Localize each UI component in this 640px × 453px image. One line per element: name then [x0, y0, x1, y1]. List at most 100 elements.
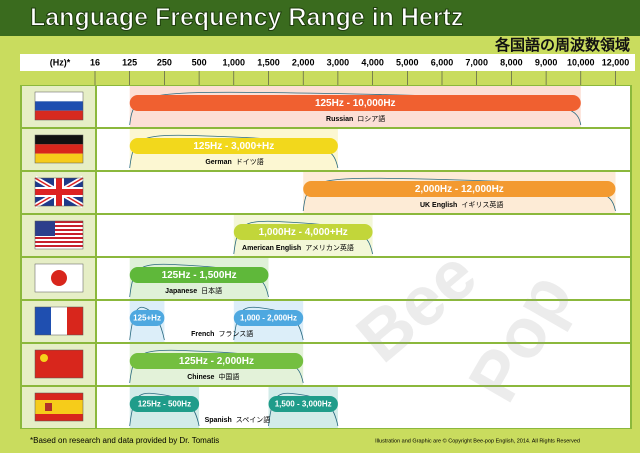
row-native: スペイン語 [236, 415, 271, 424]
flag-border [34, 177, 84, 207]
range-bar [268, 396, 338, 412]
flag-part [40, 354, 48, 362]
x-tick-label: 125 [122, 57, 137, 67]
flag-part [35, 144, 83, 154]
flag-border [34, 134, 84, 164]
flag-part [35, 400, 83, 414]
row-native: フランス語 [218, 329, 253, 338]
flag [34, 134, 84, 164]
x-tick-label: 9,000 [535, 57, 558, 67]
flag [34, 220, 84, 250]
range-label: 1,000 - 2,000Hz [240, 314, 297, 323]
range-label: 125Hz - 500Hz [138, 400, 191, 409]
range-bar [129, 353, 304, 369]
range-bar [129, 95, 581, 111]
range-label: 125Hz - 1,500Hz [162, 270, 237, 281]
range-label: 2,000Hz - 12,000Hz [415, 184, 504, 195]
flag-part [35, 225, 83, 227]
flag-part [51, 270, 67, 286]
row-name: American English [242, 245, 301, 252]
row-name: Chinese [187, 374, 214, 381]
flag-part [35, 221, 83, 223]
flag-part [35, 243, 83, 245]
x-tick-label: 500 [192, 57, 207, 67]
range-bar [129, 310, 165, 326]
flag-border [34, 263, 84, 293]
flag-part [35, 223, 83, 225]
range-bar [233, 224, 373, 240]
range-bar [129, 396, 200, 412]
flag-part [35, 189, 83, 195]
x-tick-label: 1,500 [257, 57, 280, 67]
range-label: 125Hz - 10,000Hz [315, 98, 396, 109]
row-name: UK English [420, 202, 457, 209]
flag-part [35, 245, 83, 247]
flag [33, 175, 85, 209]
row-native: イギリス英語 [461, 200, 503, 209]
flag-part [35, 241, 83, 243]
row-native: 中国語 [218, 372, 239, 381]
range-label: 125Hz - 3,000+Hz [193, 141, 274, 152]
x-tick-label: 4,000 [361, 57, 384, 67]
flag-part [35, 101, 83, 111]
title-band [0, 0, 640, 36]
row-name: Spanish [205, 417, 232, 424]
x-tick-label: 6,000 [431, 57, 454, 67]
flag-part [67, 307, 83, 335]
flag-part [45, 403, 52, 411]
flag-part [35, 247, 83, 249]
flag-part [35, 307, 51, 335]
row-name: Russian [326, 116, 353, 123]
x-tick-label: 1,000 [223, 57, 246, 67]
flag-part [35, 221, 55, 236]
range-bar [129, 138, 338, 154]
range-bar [233, 310, 304, 326]
axis-band [20, 54, 635, 71]
flag-border [34, 220, 84, 250]
chart-subtitle: 各国語の周波数領域 [494, 36, 630, 54]
flag [34, 306, 84, 336]
footnote: *Based on research and data provided by … [30, 436, 219, 445]
flag-part [51, 307, 67, 335]
x-tick-label: 16 [90, 57, 100, 67]
x-axis-label: (Hz)* [50, 57, 71, 67]
row-name: German [205, 159, 231, 166]
flag [34, 349, 84, 379]
range-label: 125+Hz [133, 314, 161, 323]
flag-part [35, 229, 83, 231]
row-plot [97, 301, 630, 342]
flag-border [34, 349, 84, 379]
flag-border [34, 306, 84, 336]
x-tick-label: 5,000 [396, 57, 419, 67]
flag-part [35, 237, 83, 239]
x-tick-label: 2,000 [292, 57, 315, 67]
flag [34, 91, 84, 121]
flag-part [35, 233, 83, 235]
range-bar [129, 267, 269, 283]
flag-part [35, 92, 83, 102]
flag [34, 392, 84, 422]
range-label: 125Hz - 2,000Hz [179, 356, 254, 367]
flag-part [35, 239, 83, 241]
flag-part [35, 135, 83, 145]
x-tick-label: 3,000 [327, 57, 350, 67]
flag-part [35, 231, 83, 233]
x-tick-label: 12,000 [602, 57, 630, 67]
range-label: 1,000Hz - 4,000+Hz [259, 227, 348, 238]
x-tick-label: 10,000 [567, 57, 595, 67]
x-tick-label: 250 [157, 57, 172, 67]
flag-part [35, 235, 83, 237]
row-name: Japanese [165, 288, 197, 295]
x-tick-label: 8,000 [500, 57, 523, 67]
row-native: 日本語 [201, 286, 222, 295]
row-name: French [191, 331, 214, 338]
flag-border [34, 392, 84, 422]
flag [34, 263, 84, 293]
copyright: Illustration and Graphic are © Copyright… [375, 437, 580, 444]
flag-border [34, 91, 84, 121]
flag-part [35, 227, 83, 229]
range-bar [303, 181, 616, 197]
row-native: ドイツ語 [236, 157, 264, 166]
row-native: アメリカン英語 [305, 243, 354, 252]
